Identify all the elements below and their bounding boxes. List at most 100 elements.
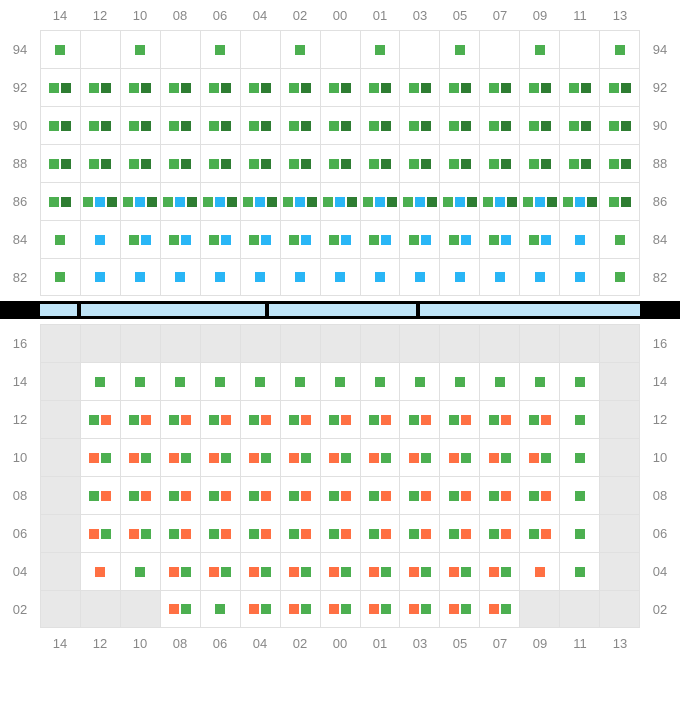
seat-marker (535, 567, 545, 577)
grid-cell (361, 221, 401, 258)
grid-cell (480, 553, 520, 590)
grid-cell (281, 259, 321, 295)
seat-marker (501, 235, 511, 245)
seat-marker (329, 453, 339, 463)
grid-cell (81, 325, 121, 362)
seat-marker (267, 197, 277, 207)
divider-segment (420, 304, 641, 316)
seat-marker (575, 453, 585, 463)
grid-cell (121, 515, 161, 552)
seat-marker (107, 197, 117, 207)
grid-cell (400, 439, 440, 476)
grid-cell (361, 107, 401, 144)
seat-marker (129, 235, 139, 245)
seat-marker (123, 197, 133, 207)
seat-marker (249, 491, 259, 501)
grid-row: 1414 (0, 362, 680, 400)
column-label: 04 (240, 8, 280, 23)
seat-marker (261, 491, 271, 501)
seat-marker (289, 415, 299, 425)
grid-cell (361, 183, 401, 220)
seat-marker (489, 121, 499, 131)
seat-marker (381, 491, 391, 501)
seat-marker (363, 197, 373, 207)
seat-marker (409, 83, 419, 93)
grid-cell (480, 69, 520, 106)
seat-marker (489, 604, 499, 614)
seat-marker (409, 567, 419, 577)
grid-cell (41, 69, 81, 106)
column-label: 13 (600, 636, 640, 651)
grid-cell (121, 259, 161, 295)
grid-cell (400, 145, 440, 182)
seat-marker (569, 159, 579, 169)
grid-cell (201, 145, 241, 182)
seat-marker (461, 529, 471, 539)
seat-marker (609, 197, 619, 207)
grid-cell (560, 591, 600, 627)
grid-cell (201, 401, 241, 438)
column-label: 00 (320, 8, 360, 23)
seat-marker (501, 529, 511, 539)
seat-marker (261, 529, 271, 539)
grid-cell (600, 31, 640, 68)
grid-cell (81, 145, 121, 182)
seat-marker (375, 272, 385, 282)
seat-marker (89, 529, 99, 539)
grid-row: 0808 (0, 476, 680, 514)
seat-marker (289, 83, 299, 93)
grid-cell (241, 553, 281, 590)
seat-marker (261, 235, 271, 245)
seat-marker (89, 83, 99, 93)
seat-marker (209, 491, 219, 501)
seat-marker (421, 491, 431, 501)
grid-cell (201, 515, 241, 552)
seat-marker (421, 567, 431, 577)
grid-cell (161, 591, 201, 627)
seat-marker (489, 491, 499, 501)
grid-cell (161, 31, 201, 68)
divider-band (0, 301, 680, 319)
column-label: 07 (480, 636, 520, 651)
seat-marker (369, 567, 379, 577)
seat-marker (461, 159, 471, 169)
seat-marker (249, 159, 259, 169)
seat-marker (49, 121, 59, 131)
grid-cell (321, 477, 361, 514)
seat-marker (421, 159, 431, 169)
seat-marker (209, 159, 219, 169)
seat-marker (129, 83, 139, 93)
grid-cell (361, 477, 401, 514)
column-label: 11 (560, 8, 600, 23)
grid-cell (281, 477, 321, 514)
grid-cell (121, 401, 161, 438)
seat-marker (621, 197, 631, 207)
grid-row: 1616 (0, 324, 680, 362)
seat-marker (141, 415, 151, 425)
grid-cell (241, 31, 281, 68)
seat-marker (529, 83, 539, 93)
grid-cell (480, 325, 520, 362)
row-label-left: 10 (0, 450, 40, 465)
seat-marker (181, 529, 191, 539)
seat-marker (323, 197, 333, 207)
seat-marker (409, 453, 419, 463)
seat-marker (381, 235, 391, 245)
seat-marker (289, 567, 299, 577)
seat-marker (369, 529, 379, 539)
grid-cell (440, 221, 480, 258)
column-label: 02 (280, 636, 320, 651)
seat-marker (541, 453, 551, 463)
grid-cell (480, 183, 520, 220)
grid-cell (600, 439, 640, 476)
grid-cell (201, 363, 241, 400)
seat-marker (101, 121, 111, 131)
seat-marker (209, 453, 219, 463)
seat-marker (581, 121, 591, 131)
seat-marker (261, 567, 271, 577)
grid-cell (600, 401, 640, 438)
seat-marker (61, 197, 71, 207)
seat-marker (329, 491, 339, 501)
grid-cell (560, 31, 600, 68)
seat-marker (169, 604, 179, 614)
